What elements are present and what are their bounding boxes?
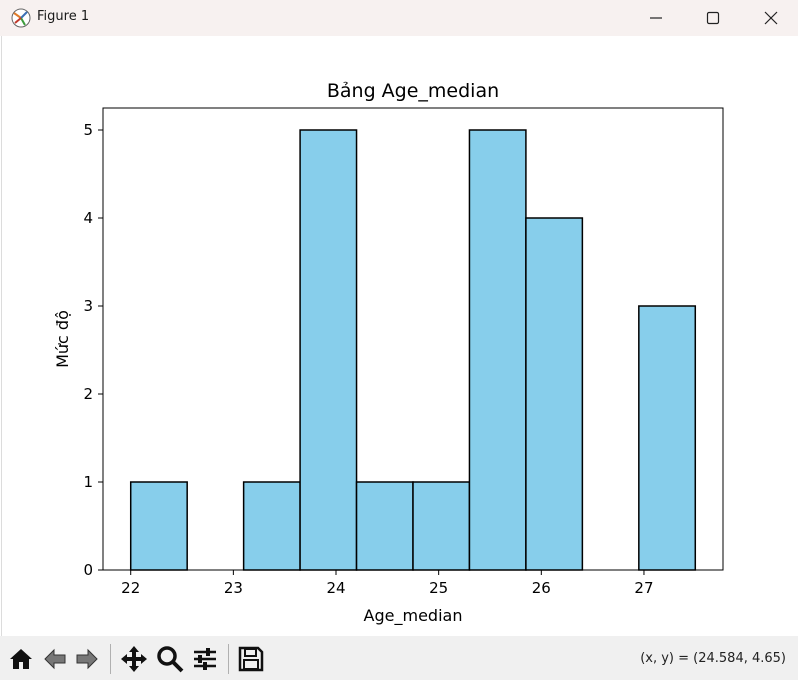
configure-subplots-button[interactable]	[190, 644, 220, 674]
save-button[interactable]	[236, 644, 266, 674]
y-tick-label: 1	[83, 473, 93, 491]
back-button[interactable]	[40, 644, 70, 674]
chart-title: Bảng Age_median	[327, 80, 499, 102]
close-icon	[764, 11, 778, 25]
x-tick-label: 26	[532, 579, 551, 597]
navigation-toolbar: (x, y) = (24.584, 4.65)	[0, 636, 798, 680]
y-tick-label: 5	[83, 121, 93, 139]
back-icon	[44, 648, 66, 670]
maximize-icon	[706, 11, 720, 25]
pan-button[interactable]	[119, 644, 149, 674]
x-tick-label: 25	[429, 579, 448, 597]
zoom-button[interactable]	[155, 644, 185, 674]
histogram-bar	[129, 481, 188, 571]
x-tick-label: 24	[326, 579, 345, 597]
x-tick-label: 27	[634, 579, 653, 597]
cursor-coordinates: (x, y) = (24.584, 4.65)	[640, 651, 786, 666]
window-title: Figure 1	[37, 9, 90, 24]
y-tick-label: 4	[83, 209, 93, 227]
toolbar-separator	[228, 644, 229, 674]
histogram-bar	[355, 481, 414, 571]
y-axis-ticks: 0 1 2 3 4 5	[83, 121, 103, 579]
x-axis-ticks: 22 23 24 25 26 27	[121, 570, 654, 597]
y-tick-label: 3	[83, 297, 93, 315]
plot-frame	[102, 107, 724, 571]
maximize-button[interactable]	[690, 0, 736, 36]
home-icon	[10, 649, 32, 669]
matplotlib-app-icon	[10, 7, 32, 29]
x-axis-label: Age_median	[364, 606, 463, 626]
forward-button[interactable]	[72, 644, 102, 674]
histogram-bar	[638, 305, 697, 571]
window-titlebar: Figure 1	[0, 0, 798, 36]
zoom-icon	[157, 646, 184, 673]
home-button[interactable]	[6, 644, 36, 674]
x-tick-label: 23	[224, 579, 243, 597]
forward-icon	[76, 648, 98, 670]
toolbar-separator	[110, 644, 111, 674]
y-tick-label: 2	[83, 385, 93, 403]
bars-group	[129, 129, 697, 571]
pan-icon	[121, 646, 147, 672]
histogram-bar	[242, 481, 301, 571]
save-icon	[238, 646, 264, 672]
histogram-bar	[525, 217, 584, 571]
minimize-button[interactable]	[633, 0, 679, 36]
histogram-bar	[412, 481, 471, 571]
histogram-bar	[299, 129, 358, 571]
close-button[interactable]	[748, 0, 794, 36]
y-tick-label: 0	[83, 561, 93, 579]
configure-subplots-icon	[194, 648, 216, 670]
minimize-icon	[650, 17, 662, 19]
histogram-bar	[468, 129, 527, 571]
y-axis-label: Mức độ	[53, 310, 72, 368]
x-tick-label: 22	[121, 579, 140, 597]
